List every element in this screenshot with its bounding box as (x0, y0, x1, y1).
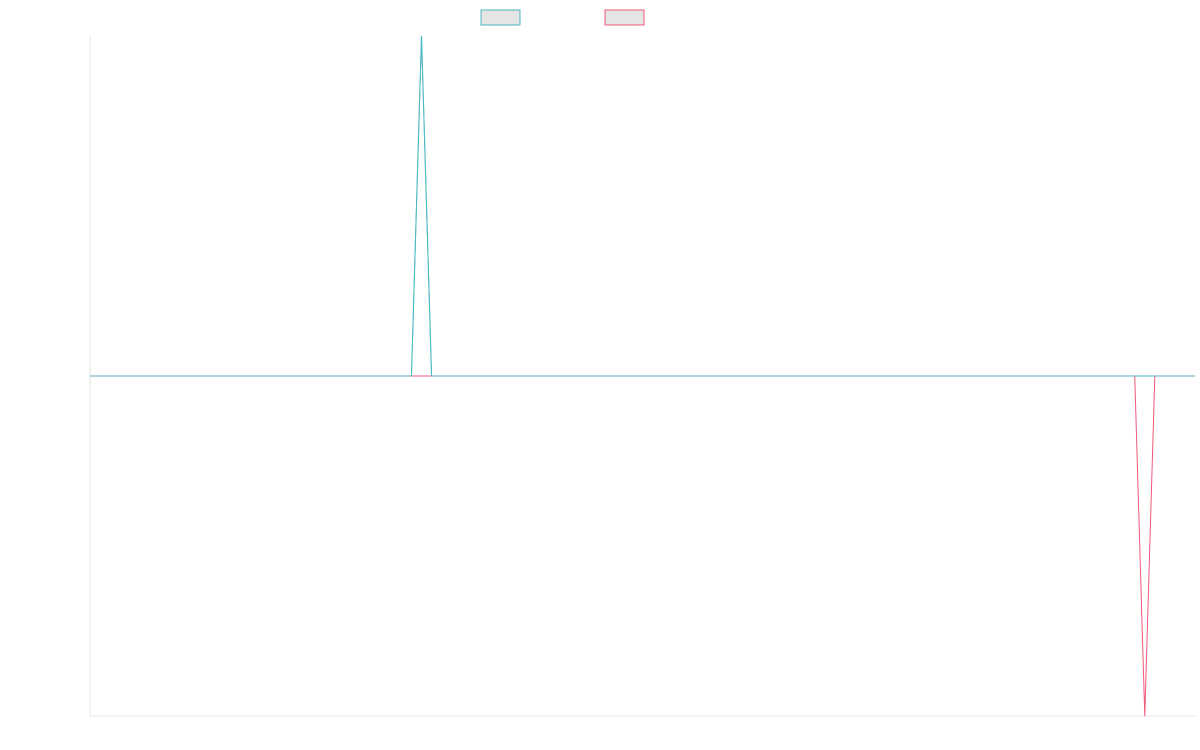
legend-swatch-2 (604, 9, 645, 26)
legend (480, 9, 645, 26)
legend-swatch-1 (480, 9, 521, 26)
series-line-1 (90, 35, 1195, 377)
series-line-1-overlay (90, 35, 1195, 377)
series-group (90, 35, 1195, 717)
series-line-2 (90, 375, 1195, 717)
